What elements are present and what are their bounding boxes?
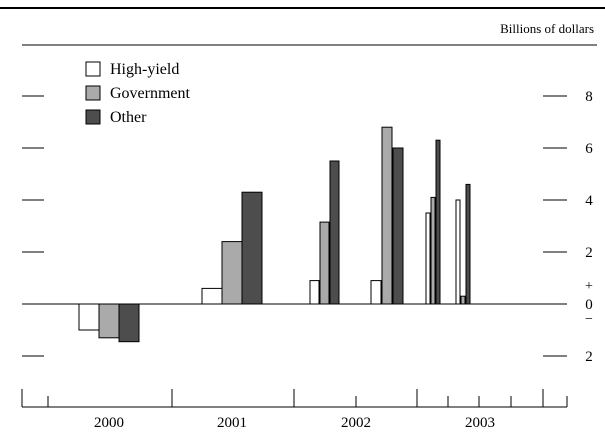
legend-label-0: High-yield <box>110 61 179 78</box>
bar-3-high-yield <box>370 280 382 305</box>
x-label-2000: 2000 <box>94 415 124 431</box>
y-tick-label-0: 8 <box>585 89 593 105</box>
bar-0-other <box>118 303 140 343</box>
bar-4-high-yield <box>425 212 431 305</box>
y-tick-label-2: 4 <box>585 193 593 209</box>
bar-1-high-yield <box>201 287 223 305</box>
zero-label: 0 <box>585 297 593 313</box>
x-label-2001: 2001 <box>217 415 247 431</box>
legend-swatch-1 <box>85 85 101 101</box>
bars <box>78 126 471 343</box>
bar-0-government <box>98 303 120 339</box>
bar-2-government <box>319 221 330 305</box>
bar-5-high-yield <box>455 199 461 305</box>
legend-label-1: Government <box>110 85 191 102</box>
legend: High-yield Government Other <box>85 61 191 126</box>
legend-swatch-0 <box>85 61 101 77</box>
bar-2-other <box>329 160 340 305</box>
x-label-2003: 2003 <box>465 415 495 431</box>
y-tick-label-1: 6 <box>585 141 593 157</box>
bar-4-government <box>430 196 436 305</box>
zero-plus-marker: + <box>585 279 593 294</box>
bar-1-government <box>221 241 243 305</box>
bar-3-government <box>381 126 393 305</box>
bar-3-other <box>392 147 404 305</box>
bar-5-other <box>465 183 471 305</box>
bar-1-other <box>241 191 263 305</box>
bar-5-government <box>460 295 466 305</box>
bar-0-high-yield <box>78 303 100 331</box>
unit-label: Billions of dollars <box>500 21 594 36</box>
x-axis: 2000 2001 2002 2003 <box>21 389 568 431</box>
x-label-2002: 2002 <box>341 415 371 431</box>
zero-minus-marker: − <box>585 312 593 327</box>
y-axis: 8 6 4 2 2 +0− <box>22 89 593 365</box>
bar-2-high-yield <box>309 280 320 305</box>
bar-4-other <box>435 139 441 305</box>
legend-label-2: Other <box>110 109 147 126</box>
legend-swatch-2 <box>85 109 101 125</box>
y-tick-label-3: 2 <box>585 245 593 261</box>
y-tick-label-4: 2 <box>585 349 593 365</box>
